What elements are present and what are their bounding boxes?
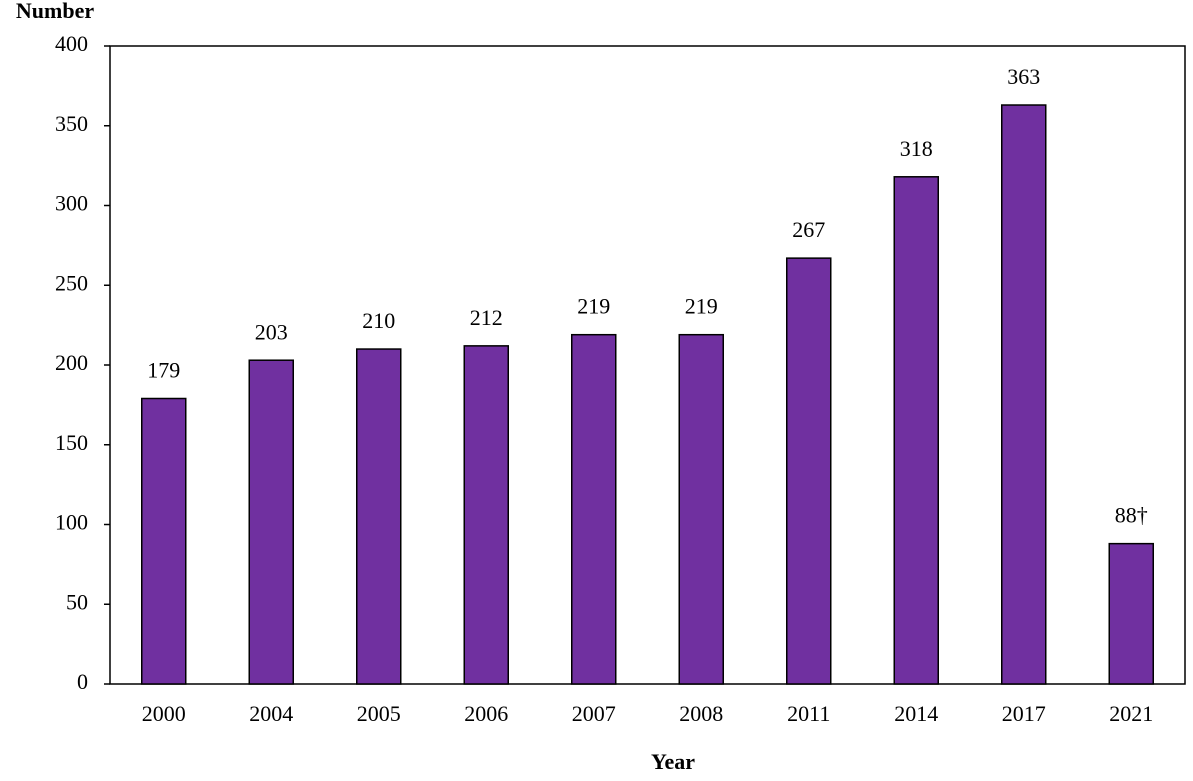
bar <box>1108 542 1154 685</box>
y-tick-label: 400 <box>55 31 88 56</box>
y-tick-label: 350 <box>55 111 88 136</box>
value-label: 179 <box>147 358 180 383</box>
value-label: 219 <box>685 294 718 319</box>
value-label: 203 <box>255 319 288 344</box>
value-label: 363 <box>1007 64 1040 89</box>
bar <box>786 257 832 685</box>
x-tick-label: 2006 <box>464 701 508 726</box>
y-axis-label: Number <box>16 0 94 23</box>
x-tick-label: 2011 <box>787 701 830 726</box>
bar <box>248 359 294 685</box>
value-label: 318 <box>900 136 933 161</box>
y-tick-label: 200 <box>55 350 88 375</box>
bar <box>571 333 617 685</box>
x-tick-label: 2021 <box>1109 701 1153 726</box>
y-tick-label: 150 <box>55 430 88 455</box>
x-tick-label: 2008 <box>679 701 723 726</box>
bar <box>463 345 509 685</box>
y-tick-label: 300 <box>55 191 88 216</box>
bar <box>678 333 724 685</box>
x-tick-label: 2000 <box>142 701 186 726</box>
value-label: 210 <box>362 308 395 333</box>
x-tick-label: 2017 <box>1002 701 1046 726</box>
value-label: 212 <box>470 305 503 330</box>
bar <box>356 348 402 685</box>
bar <box>141 397 187 685</box>
value-label: 219 <box>577 294 610 319</box>
value-label: 88† <box>1115 503 1148 528</box>
x-tick-label: 2007 <box>572 701 616 726</box>
bar <box>893 176 939 685</box>
y-tick-label: 50 <box>66 589 88 614</box>
y-tick-label: 250 <box>55 270 88 295</box>
y-tick-label: 0 <box>77 669 88 694</box>
value-label: 267 <box>792 217 825 242</box>
y-tick-label: 100 <box>55 510 88 535</box>
x-tick-label: 2004 <box>249 701 293 726</box>
bar <box>1001 104 1047 685</box>
x-tick-label: 2005 <box>357 701 401 726</box>
x-tick-label: 2014 <box>894 701 938 726</box>
x-axis-label: Year <box>651 749 695 774</box>
